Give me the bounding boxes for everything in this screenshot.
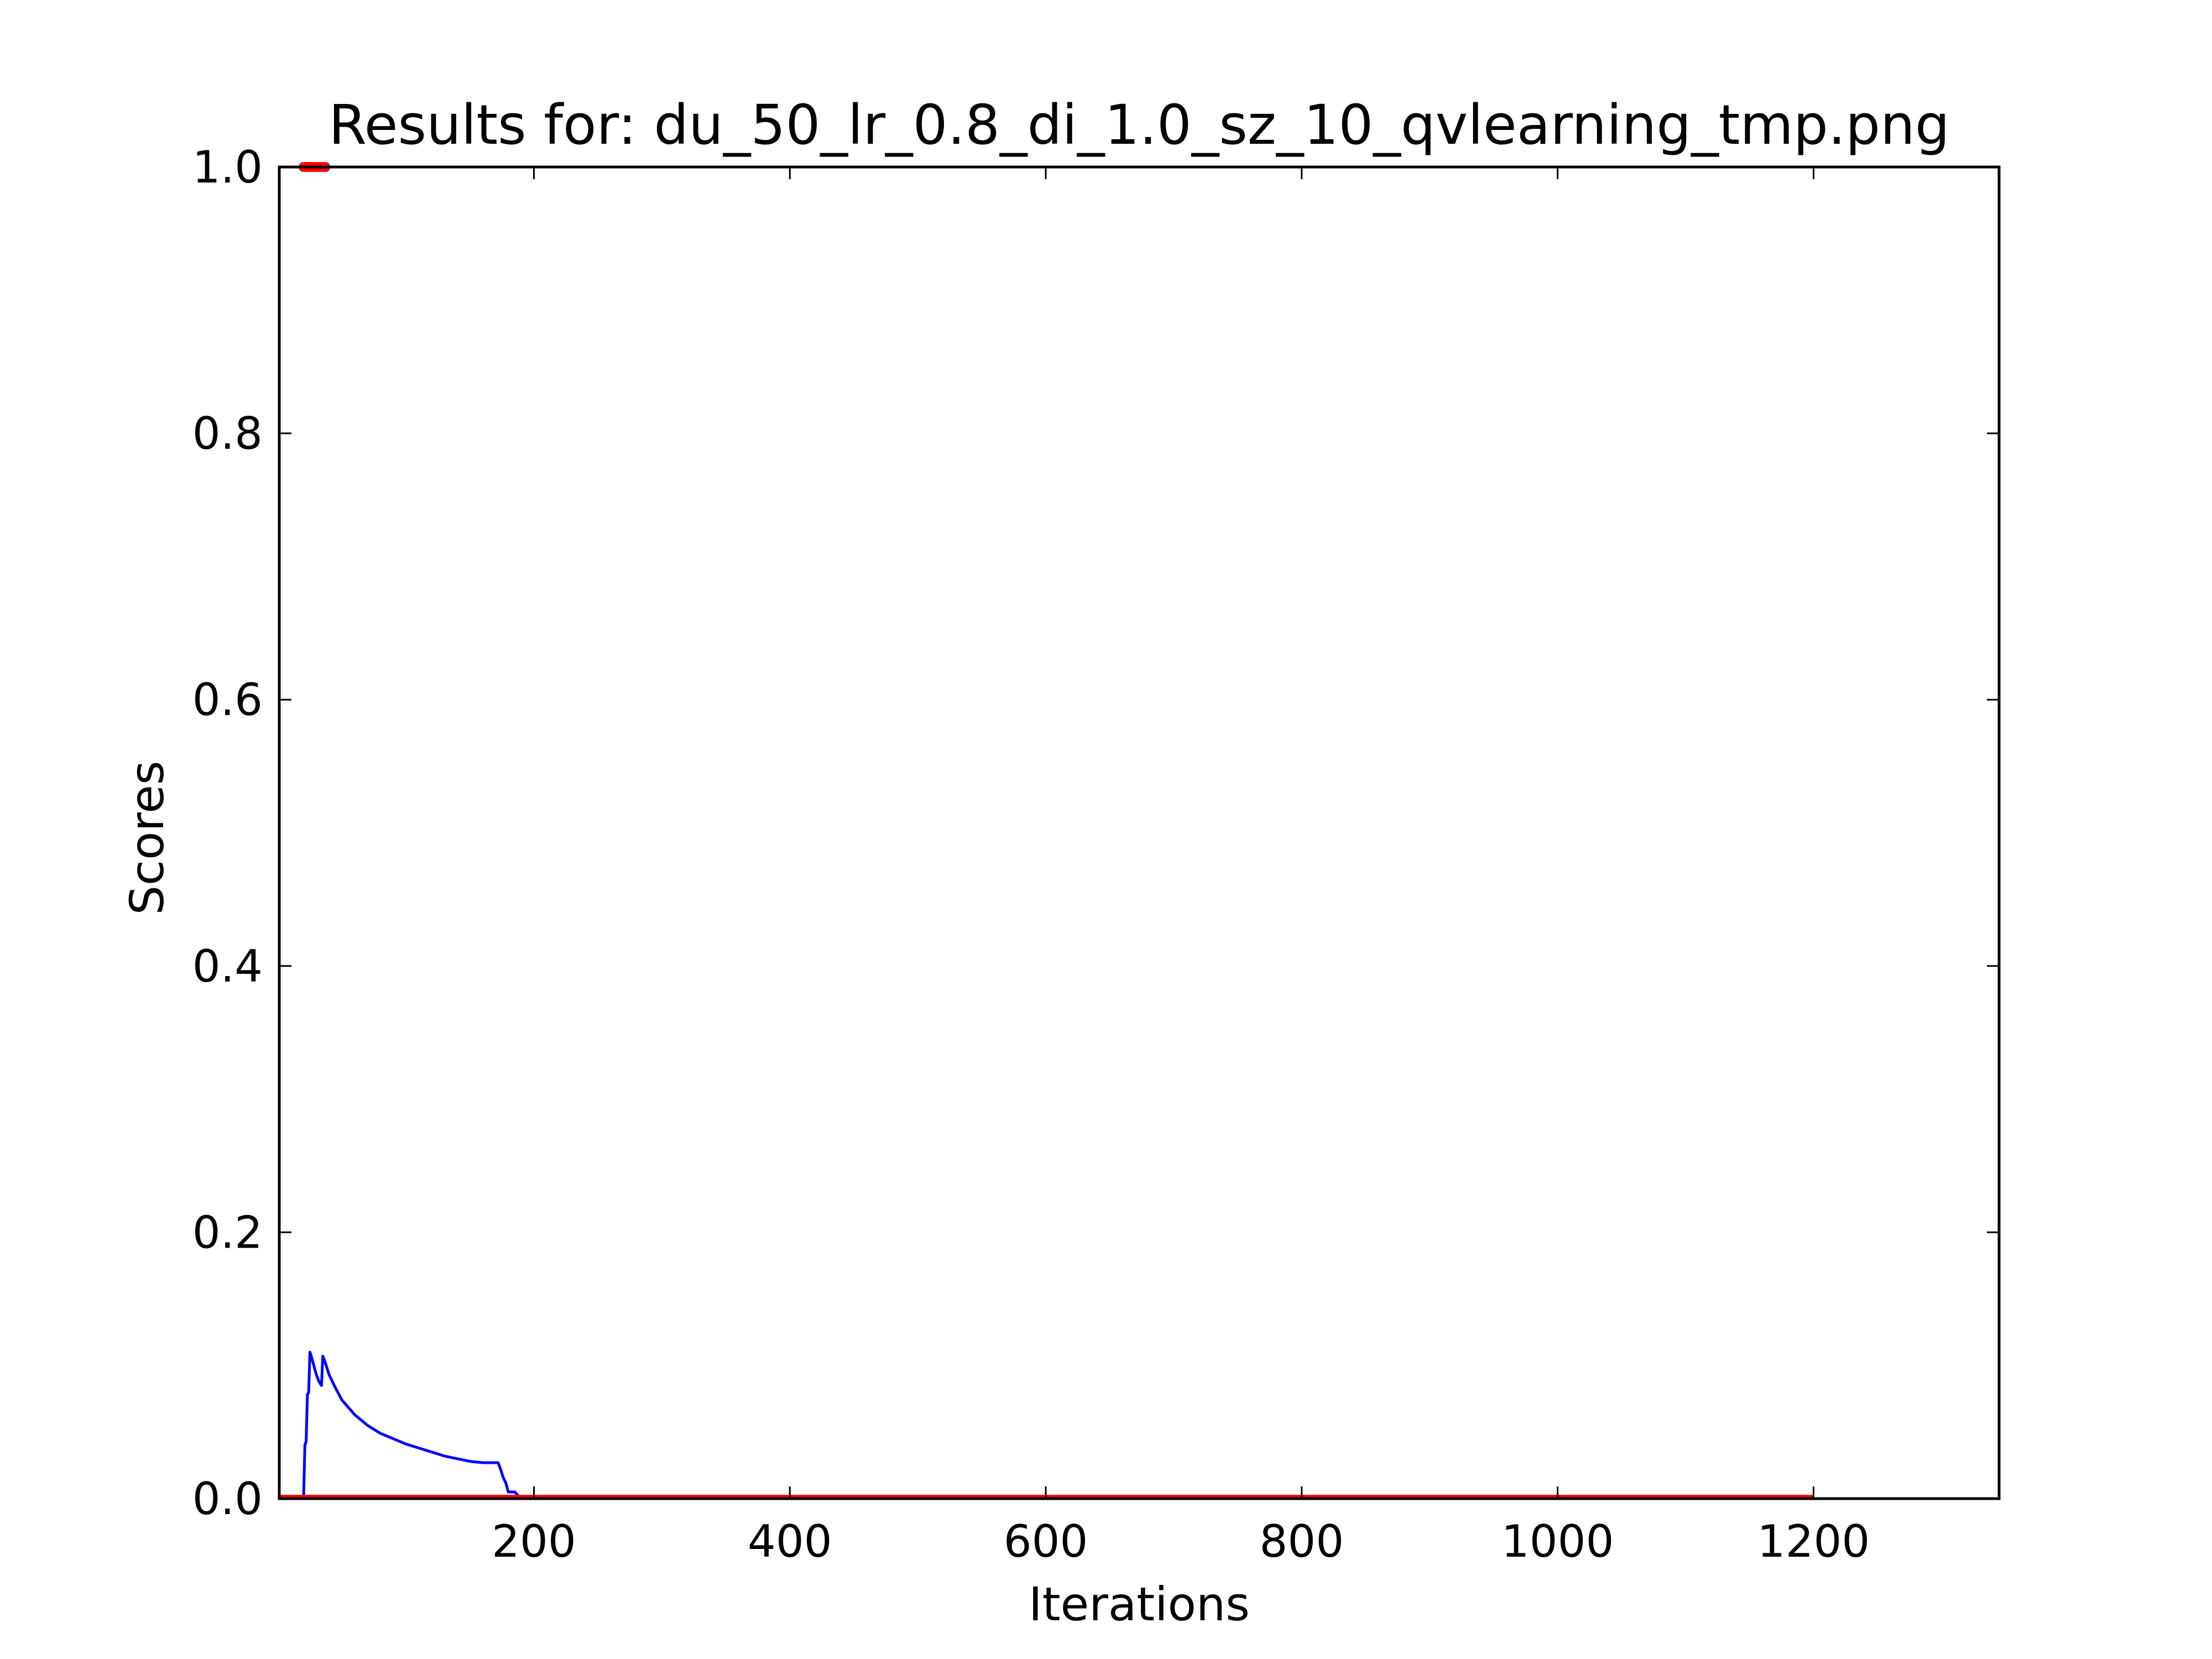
x-tick-label: 1000 [1501, 1516, 1614, 1567]
plot-frame [278, 165, 2001, 1500]
chart-title: Results for: du_50_lr_0.8_di_1.0_sz_10_q… [328, 93, 1949, 157]
y-tick-label: 0.6 [192, 674, 263, 726]
y-axis-label: Scores [120, 760, 174, 915]
y-tick-label: 0.0 [192, 1473, 263, 1525]
x-tick-label: 600 [1004, 1516, 1088, 1567]
x-tick-label: 200 [492, 1516, 576, 1567]
y-tick-label: 0.4 [192, 941, 263, 992]
plot-area: 200 400 600 800 1000 1200 0.0 0.2 0.4 0.6 0.8 1.0 [192, 142, 2001, 1567]
y-tick-label: 0.8 [192, 408, 263, 460]
x-axis-label: Iterations [1029, 1577, 1250, 1631]
x-tick-label: 1200 [1757, 1516, 1870, 1567]
x-tick-label: 400 [748, 1516, 832, 1567]
x-tick-label: 800 [1260, 1516, 1344, 1567]
y-tick-label: 1.0 [192, 142, 263, 193]
y-tick-label: 0.2 [192, 1207, 263, 1258]
series-1-line [279, 1350, 1814, 1499]
